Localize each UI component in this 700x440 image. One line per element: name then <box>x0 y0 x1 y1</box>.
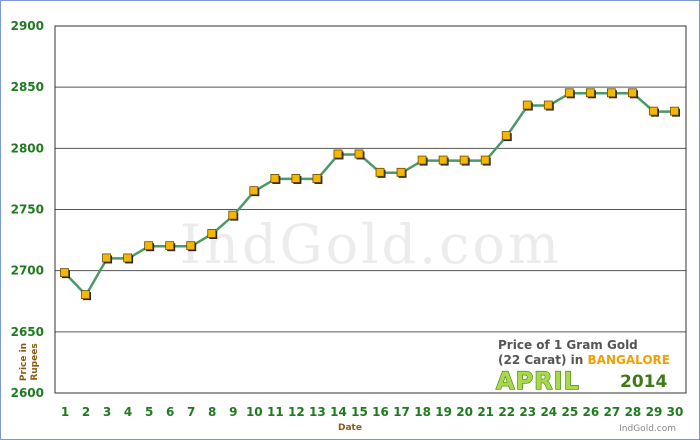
data-point <box>102 253 111 263</box>
x-axis-label: Date <box>338 423 362 433</box>
data-point <box>564 88 574 98</box>
data-point <box>60 268 69 278</box>
data-point <box>123 253 133 263</box>
x-tick-label: 5 <box>145 405 153 419</box>
caption-month: APRIL <box>496 367 580 395</box>
x-tick-label: 27 <box>604 405 621 419</box>
x-tick-label: 28 <box>625 405 642 419</box>
y-tick-label: 2900 <box>11 19 44 33</box>
data-point <box>354 149 364 159</box>
y-tick-label: 2850 <box>11 80 44 94</box>
x-tick-labels: 1 2 3 4 5 6 7 8 9 10 11 12 13 14 15 16 17 18 19 20 21 22 23 24 2… <box>61 405 684 419</box>
caption-line1: Price of 1 Gram Gold <box>498 338 638 352</box>
data-point <box>628 88 637 98</box>
caption-city: BANGALORE <box>588 353 670 367</box>
data-point <box>186 241 196 251</box>
y-axis-label: Price in Rupees <box>19 343 40 381</box>
data-point <box>396 167 406 177</box>
x-tick-label: 21 <box>477 405 494 419</box>
x-tick-label: 22 <box>498 405 515 419</box>
y-tick-label: 2700 <box>11 264 44 278</box>
y-tick-label: 2800 <box>11 141 44 155</box>
y-tick-label: 2600 <box>11 386 44 400</box>
x-tick-label: 12 <box>288 405 305 419</box>
data-point <box>543 100 553 110</box>
data-point <box>312 174 322 183</box>
x-tick-label: 16 <box>372 405 389 419</box>
data-point <box>207 229 217 238</box>
site-credit: IndGold.com <box>619 424 676 434</box>
data-point <box>649 106 658 116</box>
x-tick-label: 18 <box>414 405 431 419</box>
data-point <box>249 186 259 196</box>
x-tick-label: 13 <box>309 405 326 419</box>
data-point <box>670 106 679 116</box>
data-point <box>81 290 90 300</box>
data-point <box>291 174 301 183</box>
x-tick-label: 23 <box>519 405 536 419</box>
price-series <box>60 88 680 301</box>
x-tick-label: 8 <box>208 405 216 419</box>
x-tick-label: 20 <box>456 405 473 419</box>
data-point <box>375 167 385 177</box>
x-tick-label: 14 <box>330 405 347 419</box>
data-point <box>144 241 154 251</box>
plot-area-border <box>54 25 687 394</box>
caption-carat: (22 Carat) in <box>498 353 588 367</box>
x-tick-label: 17 <box>393 405 410 419</box>
x-tick-label: 24 <box>540 405 557 419</box>
watermark-text: IndGold.com <box>180 213 562 276</box>
x-tick-label: 26 <box>583 405 600 419</box>
y-tick-labels: 2600 2650 2700 2750 2800 2850 2900 <box>11 19 44 400</box>
y-tick-label: 2750 <box>11 203 44 217</box>
data-point <box>228 210 238 220</box>
caption-line2: (22 Carat) in BANGALORE <box>498 353 670 367</box>
data-point <box>606 88 616 98</box>
data-point <box>522 100 532 110</box>
y-axis-label-line1: Price in <box>19 343 29 381</box>
x-tick-label: 6 <box>166 405 174 419</box>
x-tick-label: 11 <box>267 405 284 419</box>
data-point <box>459 155 469 165</box>
x-tick-label: 15 <box>351 405 368 419</box>
data-point <box>270 174 280 183</box>
data-point <box>585 88 595 98</box>
data-point <box>165 241 175 251</box>
x-tick-label: 1 <box>61 405 69 419</box>
x-tick-label: 2 <box>82 405 90 419</box>
data-point <box>480 155 490 165</box>
x-tick-label: 7 <box>187 405 195 419</box>
data-point <box>417 155 427 165</box>
data-point <box>501 131 511 141</box>
data-point <box>333 149 343 159</box>
x-tick-label: 29 <box>646 405 663 419</box>
chart-caption: Price of 1 Gram Gold (22 Carat) in BANGA… <box>495 338 670 396</box>
y-axis-label-line2: Rupees <box>30 343 40 380</box>
x-tick-label: 4 <box>124 405 132 419</box>
x-tick-label: 25 <box>561 405 578 419</box>
grid-layer <box>55 86 686 333</box>
x-tick-label: 30 <box>667 405 684 419</box>
y-tick-label: 2650 <box>11 325 44 339</box>
x-tick-label: 9 <box>229 405 237 419</box>
watermark-layer: IndGold.com <box>180 213 562 276</box>
x-tick-label: 3 <box>103 405 111 419</box>
x-tick-label: 10 <box>246 405 263 419</box>
data-point <box>438 155 448 165</box>
x-tick-label: 19 <box>435 405 452 419</box>
caption-year: 2014 <box>620 372 667 392</box>
